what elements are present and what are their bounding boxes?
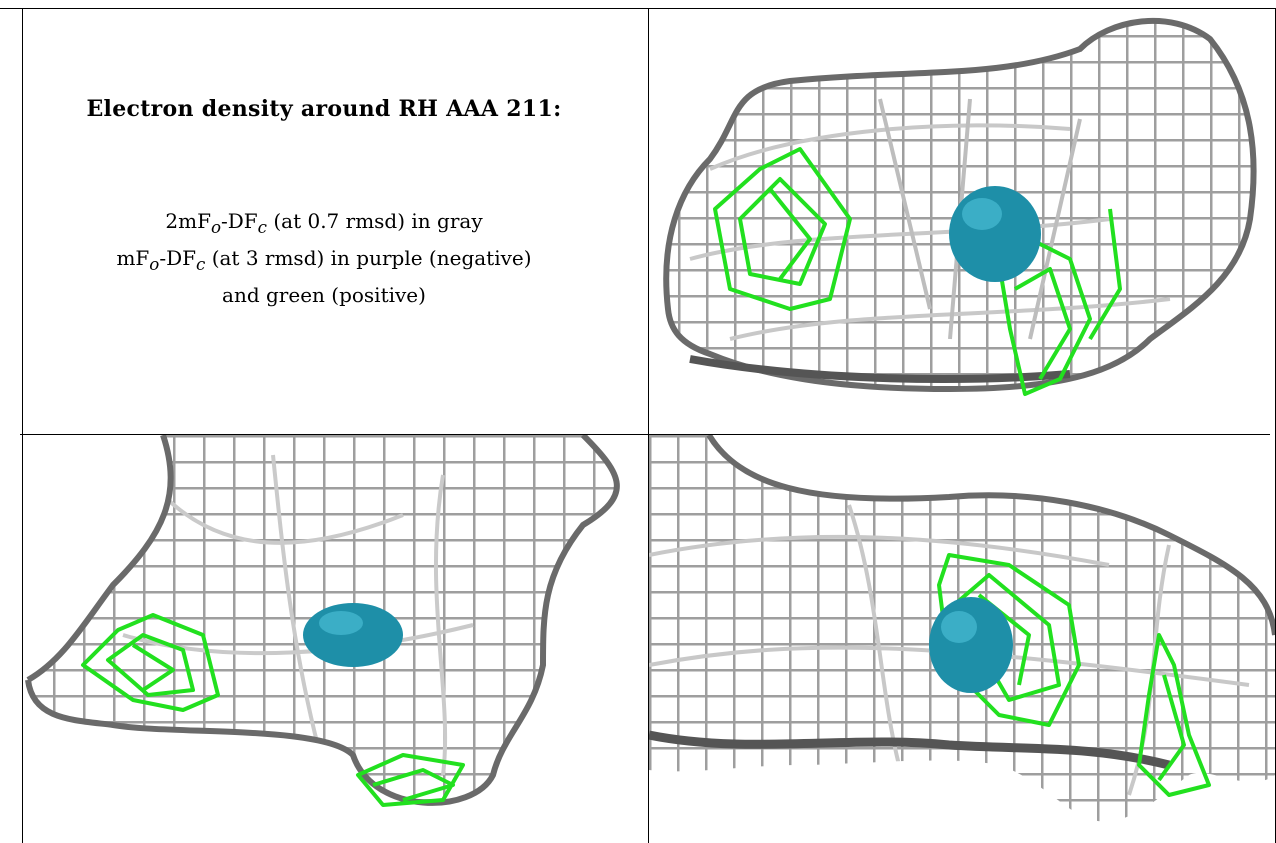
- density-view-top-right: [650, 9, 1274, 433]
- border-middle: [20, 434, 1270, 435]
- density-view-bottom-right: [649, 435, 1275, 843]
- legend-line-positive: and green (positive): [222, 283, 426, 307]
- mesh-svg-bl: [25, 435, 620, 807]
- mesh-svg-tr: [663, 17, 1257, 396]
- atom-sphere-bl: [303, 603, 403, 667]
- legend-line-gray: 2mFo-DFc (at 0.7 rmsd) in gray: [165, 209, 483, 237]
- caption-title: Electron density around RH AAA 211:: [86, 96, 562, 122]
- density-view-bottom-left: [23, 435, 647, 843]
- caption-legend: 2mFo-DFc (at 0.7 rmsd) in gray mFo-DFc (…: [0, 206, 648, 310]
- atom-sphere-tr: [949, 186, 1041, 282]
- legend-line-difference: mFo-DFc (at 3 rmsd) in purple (negative): [116, 246, 532, 274]
- mesh-svg-br: [649, 435, 1275, 822]
- atom-sphere-br: [929, 597, 1013, 693]
- border-center: [648, 8, 649, 843]
- border-top: [0, 8, 1276, 9]
- border-left: [22, 8, 23, 843]
